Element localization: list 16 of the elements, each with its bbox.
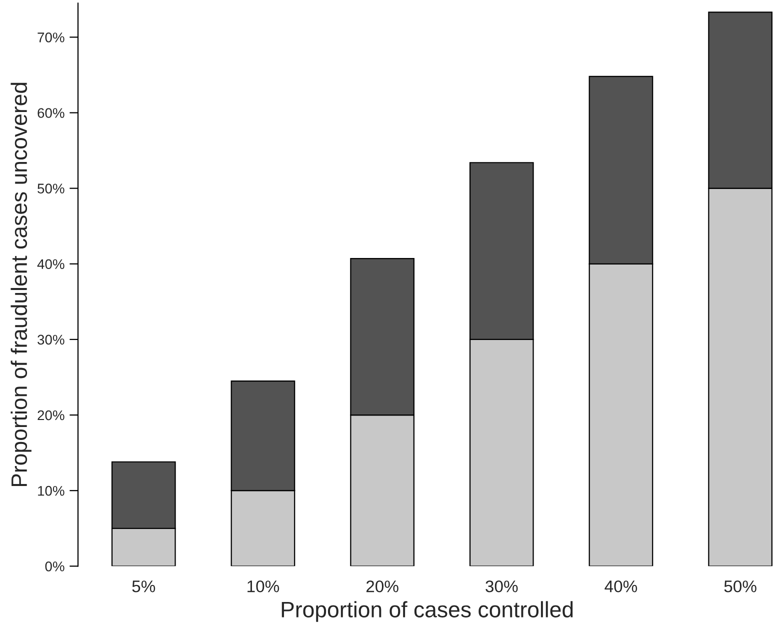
x-tick-label: 10% xyxy=(248,580,280,592)
y-tick-label: 50% xyxy=(38,184,64,194)
x-tick-label: 30% xyxy=(486,580,518,592)
y-tick-label: 20% xyxy=(38,410,64,420)
y-tick-label: 10% xyxy=(38,486,64,496)
x-tick-label: 50% xyxy=(724,580,756,592)
y-tick-label: 0% xyxy=(45,561,64,572)
x-tick-label: 40% xyxy=(604,580,638,592)
y-tick-label: 30% xyxy=(38,334,64,345)
x-tick-label: 5% xyxy=(132,580,156,592)
y-tick-label: 60% xyxy=(38,108,64,118)
y-tick-label: 70% xyxy=(38,32,64,42)
x-tick-label: 20% xyxy=(366,580,398,592)
y-axis-title: Proportion of fraudulent cases uncovered xyxy=(10,82,32,486)
y-tick-label: 40% xyxy=(37,259,64,270)
x-axis-title: Proportion of cases controlled xyxy=(282,601,573,622)
